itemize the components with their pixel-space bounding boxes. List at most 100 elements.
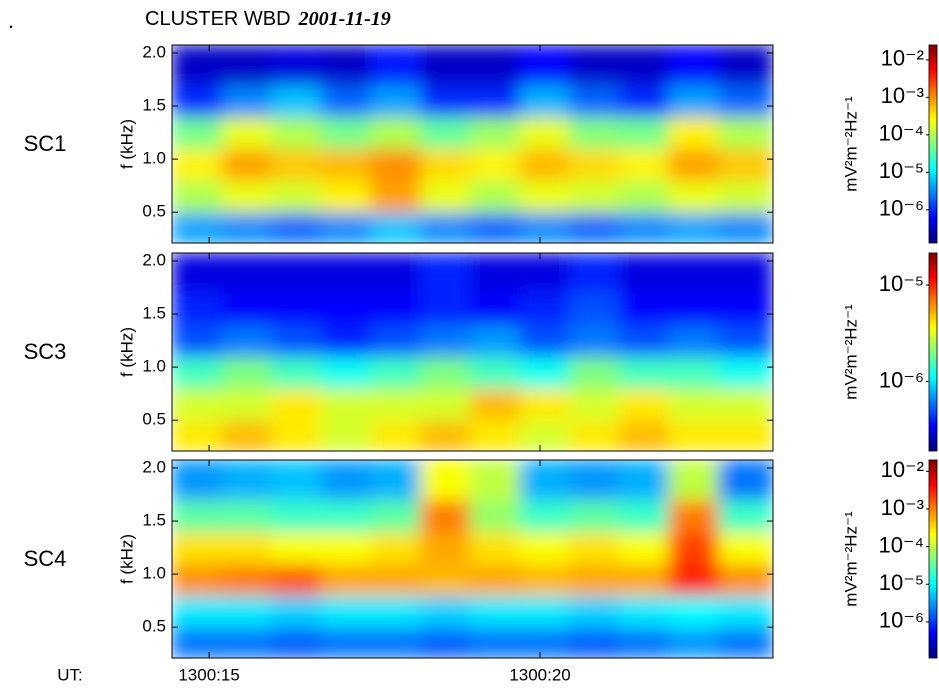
cell	[370, 148, 422, 181]
cell	[618, 116, 670, 150]
cell	[519, 594, 571, 628]
cell	[172, 324, 223, 358]
cell	[470, 84, 521, 118]
y-tick-label: 2.0	[142, 457, 166, 476]
cell	[618, 419, 670, 451]
cell	[221, 253, 273, 294]
cell	[618, 84, 670, 118]
cell	[569, 531, 620, 565]
colorbar-label: mV²m⁻²Hz⁻¹	[841, 304, 860, 400]
cell	[519, 626, 571, 658]
cell	[519, 45, 571, 86]
cell	[569, 563, 620, 596]
cell	[221, 324, 273, 358]
colorbar	[928, 44, 938, 244]
cell	[370, 292, 422, 326]
panel-label: SC1	[24, 131, 67, 156]
cell	[271, 387, 323, 421]
cell	[470, 563, 521, 596]
y-tick-label: 1.5	[142, 304, 166, 323]
cell	[718, 594, 773, 628]
cell	[569, 253, 620, 294]
cell	[618, 387, 670, 421]
colorbar-label: mV²m⁻²Hz⁻¹	[841, 96, 860, 192]
cell	[221, 531, 273, 565]
cell	[221, 626, 273, 658]
cell	[420, 460, 472, 501]
cell	[668, 499, 720, 533]
cell	[668, 116, 720, 150]
cell	[370, 531, 422, 565]
cell	[668, 211, 720, 243]
cell	[321, 387, 372, 421]
colorbar-tick-label: 10⁻⁶	[879, 608, 924, 633]
spectrogram	[172, 45, 773, 243]
cell	[618, 531, 670, 565]
cell	[470, 460, 521, 501]
cell	[519, 148, 571, 181]
plot-frame	[171, 252, 774, 452]
cell	[271, 563, 323, 596]
cell	[470, 45, 521, 86]
cell	[718, 499, 773, 533]
cell	[470, 356, 521, 389]
title: CLUSTER WBD	[145, 8, 291, 30]
spectrogram	[172, 253, 773, 451]
cell	[569, 211, 620, 243]
cell	[172, 387, 223, 421]
cell	[271, 626, 323, 658]
cell	[519, 387, 571, 421]
cell	[618, 356, 670, 389]
cell	[718, 84, 773, 118]
cell	[370, 116, 422, 150]
cell	[321, 531, 372, 565]
cell	[271, 356, 323, 389]
cell	[271, 594, 323, 628]
cell	[271, 292, 323, 326]
cell	[519, 253, 571, 294]
cell	[618, 211, 670, 243]
cell	[470, 531, 521, 565]
panel-label: SC3	[24, 339, 67, 364]
cell	[221, 460, 273, 501]
colorbar-tick-label: 10⁻²	[881, 46, 924, 71]
cell	[221, 292, 273, 326]
cell	[221, 148, 273, 181]
cell	[321, 292, 372, 326]
cell	[420, 563, 472, 596]
cell	[618, 594, 670, 628]
cell	[370, 45, 422, 86]
date: 2001-11-19	[298, 8, 391, 30]
cell	[370, 324, 422, 358]
colorbar-tick-label: 10⁻⁶	[879, 196, 924, 221]
cell	[470, 253, 521, 294]
cell	[668, 460, 720, 501]
spectrogram-cells	[172, 460, 773, 658]
cell	[221, 387, 273, 421]
y-tick-label: 1.0	[142, 357, 166, 376]
cell	[420, 292, 472, 326]
y-tick-label: 0.5	[142, 202, 166, 221]
cell	[668, 148, 720, 181]
cell	[172, 148, 223, 181]
cell	[321, 116, 372, 150]
colorbar-tick-label: 10⁻³	[881, 83, 924, 108]
cell	[271, 148, 323, 181]
cell	[271, 460, 323, 501]
cell	[668, 419, 720, 451]
colorbar	[928, 252, 938, 452]
cell	[172, 211, 223, 243]
cell	[470, 292, 521, 326]
cell	[420, 179, 472, 213]
cell	[221, 356, 273, 389]
cell	[172, 460, 223, 501]
cell	[470, 324, 521, 358]
cell	[519, 460, 571, 501]
cell	[420, 84, 472, 118]
cell	[618, 45, 670, 86]
cell	[668, 292, 720, 326]
colorbar-tick-label: 10⁻²	[881, 457, 924, 482]
colorbar-tick-label: 10⁻⁵	[879, 158, 924, 183]
cell	[470, 387, 521, 421]
